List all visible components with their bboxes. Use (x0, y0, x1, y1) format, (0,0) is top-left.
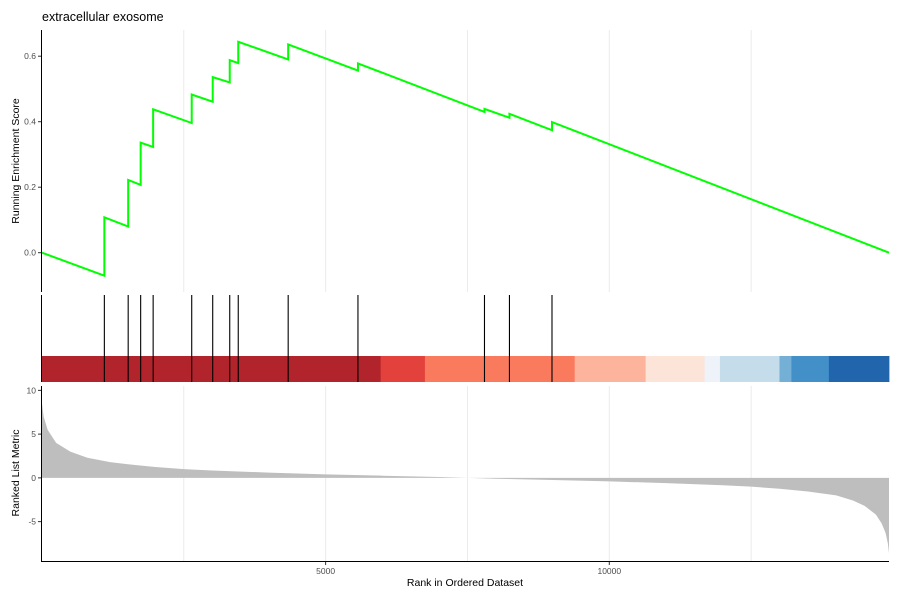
ranked-metric-panel: -5 0 5 10 5000 10000 Ranked List Metric Rank… (10, 385, 889, 589)
chart-title: extracellular exosome (42, 10, 164, 24)
x-axis-tick-label: 10000 (597, 566, 621, 576)
bottom-panel-y-tick-label: 10 (27, 385, 37, 395)
color-band-segment (791, 356, 830, 382)
color-band-segment (42, 356, 382, 382)
gene-hits-panel (41, 295, 890, 382)
color-band-segment (704, 356, 721, 382)
color-band-segment (779, 356, 792, 382)
color-band-segment (828, 356, 890, 382)
top-panel-y-tick-label: 0.2 (24, 182, 36, 192)
color-band-segment (380, 356, 426, 382)
bottom-panel-y-axis-label: Ranked List Metric (10, 430, 22, 517)
top-panel-y-tick-label: 0.6 (24, 51, 36, 61)
x-axis-ticks: 5000 10000 (316, 562, 621, 576)
x-axis-label: Rank in Ordered Dataset (407, 577, 523, 589)
color-band-segment (574, 356, 647, 382)
bottom-panel-y-tick-label: -5 (28, 517, 36, 527)
color-band-segment (424, 356, 576, 382)
color-band-segment (719, 356, 780, 382)
enrichment-score-panel: 0.0 0.2 0.4 0.6 Running Enrichment Score (10, 30, 890, 292)
ranked-metric-area (42, 403, 889, 554)
top-panel-y-tick-label: 0.4 (24, 117, 36, 127)
top-panel-y-tick-label: 0.0 (24, 248, 36, 258)
running-enrichment-score-line (41, 40, 890, 278)
top-panel-y-axis-label: Running Enrichment Score (10, 98, 22, 224)
bottom-panel-y-ticks: -5 0 5 10 (27, 385, 41, 527)
top-panel-gridlines (183, 30, 752, 292)
gene-hit-lines (103, 295, 553, 382)
bottom-panel-y-tick-label: 0 (31, 473, 36, 483)
bottom-panel-y-tick-label: 5 (31, 429, 36, 439)
x-axis-tick-label: 5000 (316, 566, 335, 576)
color-band-segment (645, 356, 706, 382)
ranked-color-band (42, 356, 890, 382)
top-panel-y-ticks: 0.0 0.2 0.4 0.6 (24, 51, 41, 258)
